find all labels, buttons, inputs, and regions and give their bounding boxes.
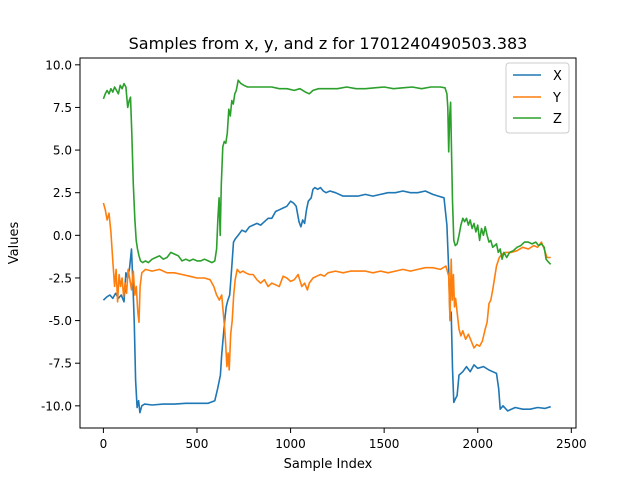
x-axis-label: Sample Index — [284, 457, 373, 472]
y-tick-label: -5.0 — [49, 314, 72, 328]
y-axis-label: Values — [7, 222, 22, 265]
x-tick-label: 0 — [100, 437, 108, 451]
y-tick-label: -2.5 — [49, 271, 72, 285]
chart-title: Samples from x, y, and z for 17012404905… — [129, 34, 528, 53]
x-tick-label: 2000 — [462, 437, 493, 451]
legend-label-y: Y — [552, 91, 561, 106]
y-tick-label: 5.0 — [53, 144, 72, 158]
x-tick-label: 500 — [186, 437, 209, 451]
series-line-z — [102, 79, 552, 265]
y-axis-ticks: -10.0 -7.5 -5.0 -2.5 0.0 2.5 5.0 7.5 10.0 — [41, 58, 80, 413]
y-tick-label: 0.0 — [53, 229, 72, 243]
legend-label-z: Z — [553, 112, 562, 127]
y-tick-label: 10.0 — [45, 58, 72, 72]
legend-label-x: X — [553, 69, 562, 84]
x-tick-label: 1000 — [275, 437, 306, 451]
series-lines — [102, 79, 552, 414]
x-tick-label: 2500 — [556, 437, 587, 451]
y-tick-label: 2.5 — [53, 186, 72, 200]
y-tick-label: -10.0 — [41, 399, 72, 413]
plot-frame — [79, 57, 577, 429]
x-tick-label: 1500 — [369, 437, 400, 451]
series-line-x — [102, 186, 551, 414]
series-line-y — [102, 202, 551, 371]
legend-box — [505, 62, 570, 134]
y-tick-label: -7.5 — [49, 357, 72, 371]
x-axis-ticks: 0 500 1000 1500 2000 2500 — [100, 428, 587, 451]
legend: X Y Z — [505, 62, 570, 134]
y-tick-label: 7.5 — [53, 101, 72, 115]
